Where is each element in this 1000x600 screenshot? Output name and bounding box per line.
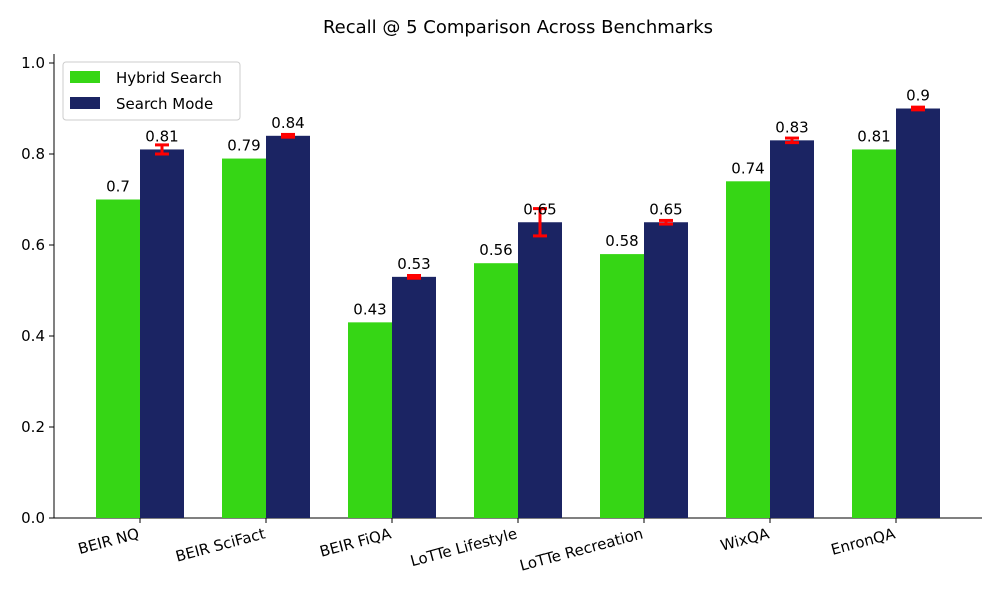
bar-search-mode xyxy=(896,108,940,518)
data-label: 0.43 xyxy=(353,300,386,318)
bar-hybrid-search xyxy=(726,181,770,519)
bar-hybrid-search xyxy=(96,199,140,518)
data-label: 0.81 xyxy=(145,127,178,145)
chart-title: Recall @ 5 Comparison Across Benchmarks xyxy=(323,17,713,38)
bar-search-mode xyxy=(770,140,814,518)
data-label: 0.58 xyxy=(605,232,638,250)
y-tick-label: 0.4 xyxy=(21,327,45,345)
x-tick-label: BEIR FiQA xyxy=(318,524,394,561)
x-tick-label: BEIR NQ xyxy=(76,524,141,558)
bar-hybrid-search xyxy=(600,254,644,518)
bar-search-mode xyxy=(266,135,310,519)
data-label: 0.81 xyxy=(857,127,890,145)
legend: Hybrid Search Search Mode xyxy=(62,61,241,121)
bar-search-mode xyxy=(140,149,184,518)
legend-swatch xyxy=(70,97,100,109)
data-label: 0.84 xyxy=(271,114,304,132)
y-tick-label: 0.2 xyxy=(21,418,45,436)
y-tick-label: 0.8 xyxy=(21,145,45,163)
data-label: 0.65 xyxy=(649,200,682,218)
legend-entry: Hybrid Search xyxy=(116,69,222,87)
y-tick-label: 1.0 xyxy=(21,54,45,72)
data-label: 0.53 xyxy=(397,255,430,273)
bar-search-mode xyxy=(644,222,688,518)
x-tick-label: EnronQA xyxy=(829,524,898,559)
bar-hybrid-search xyxy=(222,158,266,519)
data-label: 0.7 xyxy=(106,178,130,196)
legend-swatch xyxy=(70,71,100,83)
y-tick-label: 0.0 xyxy=(21,509,45,527)
data-label: 0.79 xyxy=(227,137,260,155)
x-tick-label: BEIR SciFact xyxy=(174,524,268,565)
bar-hybrid-search xyxy=(474,263,518,518)
data-label: 0.9 xyxy=(906,87,930,105)
bar-hybrid-search xyxy=(852,149,896,518)
data-label: 0.83 xyxy=(775,118,808,136)
legend-entry: Search Mode xyxy=(116,95,213,113)
legend-box xyxy=(62,61,241,121)
bar-hybrid-search xyxy=(348,322,392,518)
bar-search-mode xyxy=(518,222,562,518)
bar-search-mode xyxy=(392,276,436,518)
data-label: 0.56 xyxy=(479,241,512,259)
y-tick-label: 0.6 xyxy=(21,236,45,254)
data-label: 0.65 xyxy=(523,200,556,218)
x-tick-label: LoTTe Recreation xyxy=(518,524,645,574)
data-label: 0.74 xyxy=(731,159,764,177)
x-tick-label: WixQA xyxy=(718,524,771,554)
x-tick-label: LoTTe Lifestyle xyxy=(408,524,519,570)
plot-area: 0.0 0.2 0.4 0.6 0.8 1.0 0.7 0.81 BEIR NQ 0.79 0.84… xyxy=(21,54,982,575)
